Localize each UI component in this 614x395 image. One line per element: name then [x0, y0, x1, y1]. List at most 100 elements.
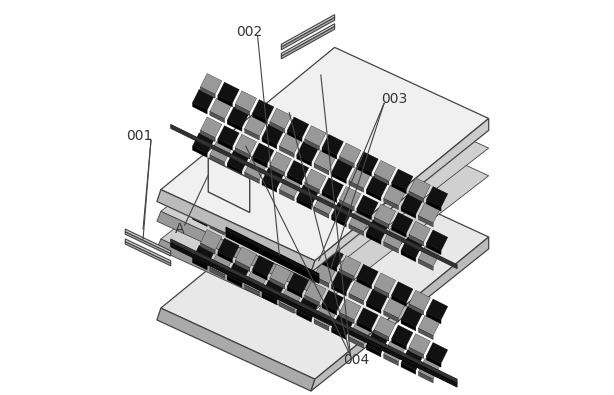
Polygon shape	[332, 271, 353, 292]
Polygon shape	[401, 306, 422, 327]
Polygon shape	[366, 346, 381, 357]
Polygon shape	[252, 226, 267, 237]
Polygon shape	[366, 190, 381, 201]
Polygon shape	[281, 24, 335, 56]
Polygon shape	[192, 133, 214, 154]
Polygon shape	[332, 315, 353, 336]
Polygon shape	[384, 341, 405, 362]
Polygon shape	[227, 107, 249, 128]
Polygon shape	[235, 247, 257, 268]
Polygon shape	[200, 73, 222, 94]
Polygon shape	[218, 208, 233, 220]
Polygon shape	[409, 235, 424, 246]
Polygon shape	[227, 263, 249, 284]
Polygon shape	[401, 194, 422, 214]
Polygon shape	[322, 178, 343, 199]
Polygon shape	[210, 267, 225, 279]
Polygon shape	[210, 211, 231, 231]
Polygon shape	[297, 267, 311, 279]
Polygon shape	[226, 232, 319, 283]
Polygon shape	[426, 200, 441, 211]
Polygon shape	[357, 264, 378, 285]
Polygon shape	[210, 254, 231, 275]
Polygon shape	[218, 252, 233, 263]
Polygon shape	[161, 77, 489, 282]
Polygon shape	[279, 302, 294, 314]
Polygon shape	[244, 129, 259, 140]
Polygon shape	[200, 199, 215, 211]
Polygon shape	[235, 148, 250, 159]
Polygon shape	[409, 347, 424, 359]
Polygon shape	[322, 247, 343, 268]
Polygon shape	[357, 278, 371, 289]
Polygon shape	[200, 243, 215, 254]
Polygon shape	[418, 372, 433, 383]
Polygon shape	[349, 324, 370, 344]
Polygon shape	[305, 238, 326, 259]
Polygon shape	[192, 89, 214, 110]
Polygon shape	[426, 230, 448, 251]
Polygon shape	[366, 332, 387, 353]
Polygon shape	[418, 202, 440, 223]
Polygon shape	[244, 172, 259, 184]
Polygon shape	[366, 233, 381, 245]
Polygon shape	[392, 213, 413, 233]
Polygon shape	[262, 237, 284, 258]
Polygon shape	[314, 276, 329, 288]
Polygon shape	[314, 150, 336, 171]
Polygon shape	[297, 198, 311, 210]
Polygon shape	[218, 139, 233, 150]
Polygon shape	[426, 243, 441, 255]
Polygon shape	[235, 217, 250, 228]
Polygon shape	[161, 166, 489, 379]
Polygon shape	[349, 337, 363, 348]
Polygon shape	[161, 47, 489, 261]
Polygon shape	[279, 133, 301, 154]
Polygon shape	[305, 126, 326, 147]
Polygon shape	[401, 250, 416, 262]
Polygon shape	[287, 117, 309, 138]
Polygon shape	[200, 87, 215, 98]
Polygon shape	[392, 325, 413, 346]
Polygon shape	[392, 339, 406, 350]
Polygon shape	[401, 320, 416, 331]
Polygon shape	[332, 172, 346, 184]
Polygon shape	[401, 363, 416, 374]
Polygon shape	[279, 190, 294, 201]
Polygon shape	[311, 237, 489, 391]
Text: 001: 001	[126, 129, 152, 143]
Polygon shape	[252, 156, 267, 168]
Polygon shape	[409, 191, 424, 203]
Polygon shape	[357, 152, 378, 173]
Polygon shape	[426, 299, 448, 320]
Polygon shape	[322, 191, 337, 203]
Polygon shape	[200, 117, 222, 138]
Polygon shape	[384, 198, 398, 210]
Polygon shape	[161, 105, 489, 310]
Polygon shape	[374, 273, 395, 294]
Polygon shape	[384, 297, 405, 318]
Polygon shape	[192, 259, 207, 270]
Polygon shape	[418, 259, 433, 271]
Polygon shape	[125, 229, 171, 254]
Polygon shape	[349, 293, 363, 305]
Polygon shape	[349, 181, 363, 192]
Polygon shape	[279, 289, 301, 310]
Polygon shape	[314, 320, 329, 331]
Polygon shape	[409, 290, 430, 311]
Polygon shape	[218, 96, 233, 107]
Polygon shape	[384, 242, 398, 253]
Polygon shape	[226, 227, 319, 278]
Polygon shape	[311, 118, 489, 273]
Polygon shape	[218, 238, 239, 259]
Polygon shape	[227, 164, 242, 175]
Polygon shape	[125, 239, 171, 263]
Polygon shape	[297, 185, 318, 206]
Polygon shape	[270, 278, 285, 289]
Polygon shape	[366, 220, 387, 241]
Polygon shape	[125, 232, 171, 256]
Polygon shape	[305, 169, 326, 190]
Polygon shape	[252, 269, 267, 280]
Polygon shape	[340, 143, 361, 164]
Polygon shape	[392, 226, 406, 237]
